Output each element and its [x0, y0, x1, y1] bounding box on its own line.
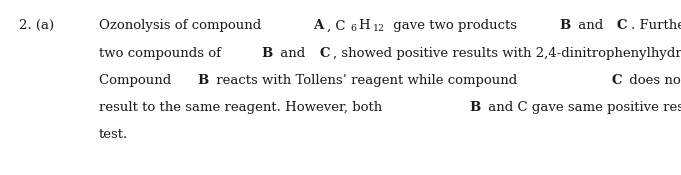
Text: does not indicate any positive: does not indicate any positive: [624, 74, 681, 87]
Text: 2. (a): 2. (a): [20, 19, 54, 32]
Text: reacts with Tollens’ reagent while compound: reacts with Tollens’ reagent while compo…: [212, 74, 521, 87]
Text: gave two products: gave two products: [389, 19, 521, 32]
Text: and C gave same positive results with iodoform: and C gave same positive results with io…: [484, 101, 681, 114]
Text: B: B: [197, 74, 208, 87]
Text: result to the same reagent. However, both: result to the same reagent. However, bot…: [99, 101, 386, 114]
Text: B: B: [262, 47, 272, 60]
Text: B: B: [469, 101, 481, 114]
Text: Ozonolysis of compound: Ozonolysis of compound: [99, 19, 265, 32]
Text: and: and: [276, 47, 309, 60]
Text: C: C: [319, 47, 330, 60]
Text: , showed positive results with 2,4-dinitrophenylhydrazine.: , showed positive results with 2,4-dinit…: [333, 47, 681, 60]
Text: 6: 6: [351, 24, 356, 33]
Text: C: C: [617, 19, 627, 32]
Text: C: C: [611, 74, 622, 87]
Text: test.: test.: [99, 128, 128, 141]
Text: two compounds of: two compounds of: [99, 47, 225, 60]
Text: and: and: [573, 19, 607, 32]
Text: B: B: [559, 19, 571, 32]
Text: Compound: Compound: [99, 74, 175, 87]
Text: A: A: [313, 19, 323, 32]
Text: H: H: [358, 19, 370, 32]
Text: , C: , C: [327, 19, 345, 32]
Text: 12: 12: [373, 24, 385, 33]
Text: . Further analysis of these: . Further analysis of these: [631, 19, 681, 32]
